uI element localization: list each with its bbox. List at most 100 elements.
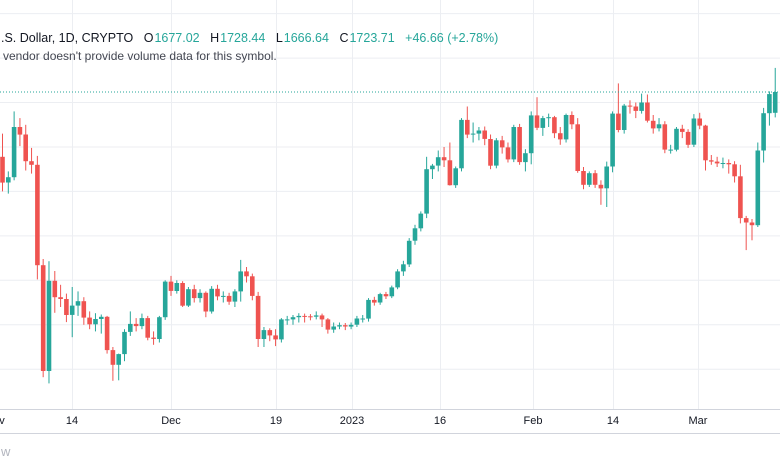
candle-up[interactable] xyxy=(476,130,482,134)
candle-up[interactable] xyxy=(511,127,517,160)
candle-down[interactable] xyxy=(726,163,732,165)
candle-up[interactable] xyxy=(354,318,360,325)
candle-up[interactable] xyxy=(761,113,766,151)
candle-up[interactable] xyxy=(290,317,296,320)
candle-up[interactable] xyxy=(6,177,11,183)
candle-up[interactable] xyxy=(587,173,592,185)
candle-up[interactable] xyxy=(656,124,662,129)
candle-down[interactable] xyxy=(302,315,307,317)
candle-down[interactable] xyxy=(749,222,755,226)
candle-up[interactable] xyxy=(284,319,290,321)
candle-down[interactable] xyxy=(552,117,557,134)
candle-down[interactable] xyxy=(343,325,348,327)
candle-down[interactable] xyxy=(697,118,702,126)
candle-down[interactable] xyxy=(191,289,197,299)
candle-down[interactable] xyxy=(709,160,714,162)
candle-up[interactable] xyxy=(162,281,168,318)
time-axis-label[interactable]: 14 xyxy=(65,415,79,427)
candle-down[interactable] xyxy=(633,106,639,111)
candle-down[interactable] xyxy=(81,301,87,318)
candle-up[interactable] xyxy=(424,169,429,214)
candle-up[interactable] xyxy=(157,317,162,339)
candle-down[interactable] xyxy=(145,318,150,338)
candle-up[interactable] xyxy=(232,291,238,302)
candle-up[interactable] xyxy=(99,316,104,319)
candle-down[interactable] xyxy=(203,292,209,312)
candle-down[interactable] xyxy=(325,319,331,330)
candle-up[interactable] xyxy=(46,280,52,371)
candle-up[interactable] xyxy=(75,301,81,306)
candle-down[interactable] xyxy=(488,139,493,166)
candle-down[interactable] xyxy=(319,315,325,320)
candle-up[interactable] xyxy=(563,115,569,140)
candle-up[interactable] xyxy=(546,117,551,119)
time-axis[interactable]: v 14 Dec 19 2023 16 Feb 14 Mar xyxy=(0,413,780,433)
candle-down[interactable] xyxy=(743,218,749,223)
candle-up[interactable] xyxy=(691,118,697,145)
candle-down[interactable] xyxy=(40,265,46,371)
time-axis-label[interactable]: 2023 xyxy=(339,415,365,427)
candle-up[interactable] xyxy=(261,330,267,339)
candle-down[interactable] xyxy=(569,115,575,125)
candle-up[interactable] xyxy=(116,354,121,365)
candle-down[interactable] xyxy=(482,130,487,139)
candle-down[interactable] xyxy=(592,173,598,185)
candle-up[interactable] xyxy=(418,213,424,229)
candle-down[interactable] xyxy=(627,105,633,107)
candle-up[interactable] xyxy=(435,157,441,166)
candle-down[interactable] xyxy=(645,102,650,121)
candle-down[interactable] xyxy=(650,120,656,129)
candle-down[interactable] xyxy=(505,147,511,160)
candle-up[interactable] xyxy=(221,295,226,297)
candle-up[interactable] xyxy=(238,271,243,292)
candle-down[interactable] xyxy=(616,113,621,130)
candle-up[interactable] xyxy=(128,323,133,332)
candle-up[interactable] xyxy=(360,318,365,320)
symbol-title[interactable]: .S. Dollar, 1D, CRYPTO xyxy=(1,31,134,45)
candle-up[interactable] xyxy=(401,264,406,272)
candle-up[interactable] xyxy=(621,105,627,130)
candle-down[interactable] xyxy=(35,164,40,266)
candle-up[interactable] xyxy=(668,149,673,151)
candle-down[interactable] xyxy=(465,119,470,135)
candle-down[interactable] xyxy=(267,330,273,336)
candle-up[interactable] xyxy=(470,133,476,135)
candle-up[interactable] xyxy=(395,271,400,288)
candle-up[interactable] xyxy=(197,292,203,299)
candles-layer[interactable] xyxy=(0,67,778,384)
candle-down[interactable] xyxy=(151,337,156,339)
candle-up[interactable] xyxy=(69,305,75,315)
time-axis-label[interactable]: Mar xyxy=(688,415,708,427)
candle-up[interactable] xyxy=(122,331,127,355)
candle-up[interactable] xyxy=(540,118,546,128)
candle-up[interactable] xyxy=(174,283,180,291)
candle-up[interactable] xyxy=(674,128,679,150)
candle-down[interactable] xyxy=(732,164,737,177)
time-axis-label[interactable]: 16 xyxy=(433,415,447,427)
candle-up[interactable] xyxy=(494,140,499,166)
candle-down[interactable] xyxy=(534,115,540,128)
candle-up[interactable] xyxy=(296,315,302,318)
candle-up[interactable] xyxy=(337,325,342,327)
candle-down[interactable] xyxy=(23,134,28,162)
candle-up[interactable] xyxy=(412,228,418,241)
candle-down[interactable] xyxy=(517,127,522,163)
time-axis-label[interactable]: 14 xyxy=(606,415,620,427)
time-axis-label[interactable]: Feb xyxy=(523,415,543,427)
candle-up[interactable] xyxy=(528,115,534,154)
candle-up[interactable] xyxy=(366,299,371,319)
candle-down[interactable] xyxy=(168,281,174,291)
candle-down[interactable] xyxy=(447,160,453,186)
candle-down[interactable] xyxy=(383,294,389,297)
candle-down[interactable] xyxy=(685,131,691,145)
candle-up[interactable] xyxy=(604,166,609,189)
time-axis-label[interactable]: v xyxy=(0,415,5,427)
time-axis-label[interactable]: Dec xyxy=(161,415,181,427)
candle-down[interactable] xyxy=(0,156,5,183)
candle-down[interactable] xyxy=(581,171,586,185)
candle-up[interactable] xyxy=(453,168,458,186)
candle-down[interactable] xyxy=(110,350,116,365)
candle-down[interactable] xyxy=(244,271,249,277)
candle-up[interactable] xyxy=(93,319,98,325)
candle-down[interactable] xyxy=(575,124,580,171)
